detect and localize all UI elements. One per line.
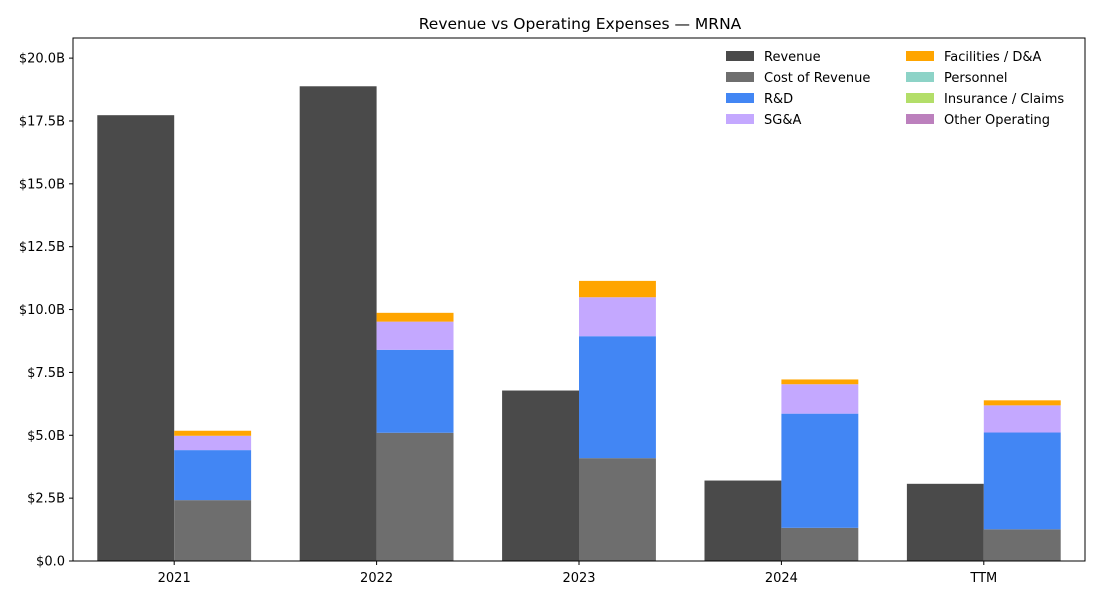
axes-layer: 2021 2022 2023 2024 TTM $0.0 $2.5B $5.0B $7.5B $1… [19, 37, 1086, 586]
bar-revenue-2021 [97, 115, 175, 562]
bar-cost-of-revenue-2024 [781, 527, 859, 561]
y-tick-label: $2.5B [27, 492, 65, 507]
bar-facilities-d-a-2021 [174, 430, 252, 436]
legend-label-sg-a: SG&A [764, 113, 801, 128]
bar-revenue-2023 [502, 390, 579, 561]
bar-facilities-d-a-2023 [579, 280, 656, 298]
bar-revenue-ttm [906, 483, 984, 561]
y-tick-label: $7.5B [27, 366, 65, 381]
x-tick-label: 2024 [765, 571, 798, 586]
bar-revenue-2024 [704, 480, 782, 561]
legend-label-r-d: R&D [764, 92, 793, 107]
legend-swatch-r-d [726, 93, 754, 103]
bar-cost-of-revenue-2023 [579, 458, 656, 561]
legend-label-revenue: Revenue [764, 50, 821, 65]
y-tick-label: $12.5B [19, 240, 65, 255]
bar-r-d-2022 [376, 349, 454, 433]
bar-facilities-d-a-2022 [376, 312, 454, 322]
legend-swatch-cost-of-revenue [726, 72, 754, 82]
legend-swatch-personnel [906, 72, 934, 82]
bar-sg-a-2023 [579, 297, 656, 337]
legend-label-cost-of-revenue: Cost of Revenue [764, 71, 870, 86]
x-tick-label: 2021 [158, 571, 191, 586]
legend-label-personnel: Personnel [944, 71, 1008, 86]
bar-r-d-ttm [983, 432, 1061, 530]
bar-cost-of-revenue-2022 [376, 432, 454, 561]
y-tick-label: $10.0B [19, 303, 65, 318]
legend-swatch-insurance-claims [906, 93, 934, 103]
y-tick-label: $5.0B [27, 429, 65, 444]
y-tick-label: $17.5B [19, 114, 65, 129]
legend-label-other-operating: Other Operating [944, 113, 1050, 128]
legend-swatch-sg-a [726, 114, 754, 124]
bar-revenue-2022 [299, 86, 377, 562]
x-tick-label: TTM [969, 571, 997, 586]
legend: Revenue Cost of Revenue R&D SG&A Facilities … [726, 50, 1064, 128]
bar-cost-of-revenue-ttm [983, 529, 1061, 561]
legend-swatch-facilities-d-a [906, 51, 934, 61]
chart-title: Revenue vs Operating Expenses — MRNA [419, 15, 742, 33]
legend-label-facilities-d-a: Facilities / D&A [944, 50, 1042, 65]
bar-cost-of-revenue-2021 [174, 500, 252, 561]
y-tick-label: $0.0 [36, 555, 65, 570]
plot-frame [72, 37, 1086, 562]
bar-sg-a-2021 [174, 435, 252, 451]
bar-r-d-2023 [579, 336, 656, 459]
bar-sg-a-2024 [781, 384, 859, 414]
bar-sg-a-ttm [983, 405, 1061, 433]
x-tick-label: 2022 [360, 571, 393, 586]
legend-label-insurance-claims: Insurance / Claims [944, 92, 1064, 107]
bar-facilities-d-a-2024 [781, 379, 859, 385]
bar-sg-a-2022 [376, 321, 454, 350]
bar-r-d-2021 [174, 450, 252, 501]
legend-swatch-revenue [726, 51, 754, 61]
y-tick-label: $20.0B [19, 52, 65, 67]
bar-r-d-2024 [781, 413, 859, 528]
y-tick-label: $15.0B [19, 177, 65, 192]
bar-facilities-d-a-ttm [983, 400, 1061, 406]
bars-layer [97, 86, 1061, 562]
legend-swatch-other-operating [906, 114, 934, 124]
x-tick-label: 2023 [562, 571, 595, 586]
